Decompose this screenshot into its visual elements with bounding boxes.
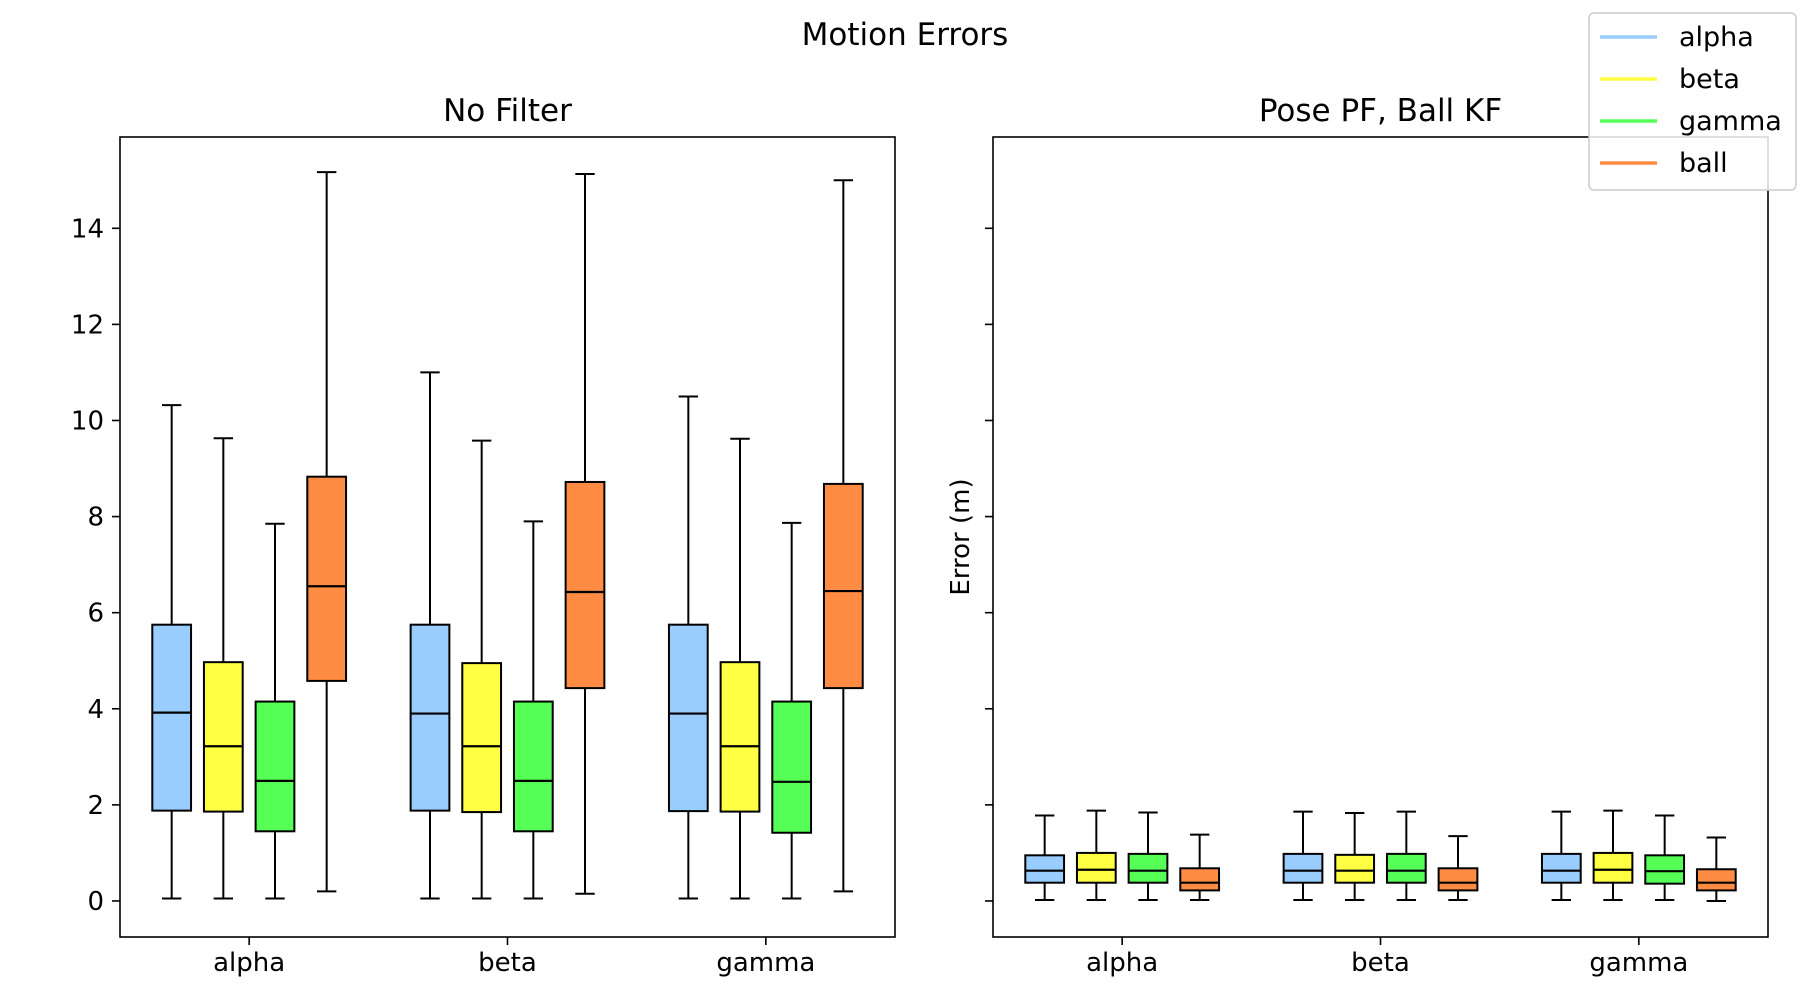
- box-gamma-beta: [1385, 810, 1427, 902]
- legend-item-ball: ball: [1600, 148, 1728, 179]
- axes-frame: [992, 136, 1769, 938]
- box-gamma-gamma: [771, 521, 813, 900]
- box-ball-gamma: [822, 179, 864, 893]
- box-iqr: [202, 661, 244, 813]
- box-iqr: [1024, 854, 1066, 884]
- box-iqr: [461, 662, 503, 814]
- box-alpha-gamma: [1540, 810, 1582, 902]
- panel-title: No Filter: [443, 93, 572, 129]
- box-iqr: [1334, 853, 1376, 884]
- box-iqr: [409, 623, 451, 812]
- box-beta-alpha: [202, 437, 244, 900]
- box-gamma-beta: [512, 520, 554, 900]
- y-tick-label: 8: [87, 503, 104, 533]
- figure-title: Motion Errors: [802, 17, 1009, 53]
- box-gamma-alpha: [254, 522, 296, 900]
- panel-1: No Filter 0 2 4 6 8 10 12 14 alpha beta gamma: [71, 93, 896, 978]
- box-ball-beta: [564, 172, 606, 895]
- box-alpha-beta: [1282, 810, 1324, 902]
- box-ball-gamma: [1695, 836, 1737, 902]
- box-beta-gamma: [719, 437, 761, 900]
- box-alpha-alpha: [151, 404, 193, 900]
- box-beta-alpha: [1075, 809, 1117, 902]
- legend-frame: [1588, 12, 1797, 191]
- box-iqr: [1437, 867, 1479, 892]
- box-alpha-beta: [409, 371, 451, 900]
- box-iqr: [512, 700, 554, 833]
- box-gamma-gamma: [1644, 814, 1686, 902]
- box-iqr: [719, 661, 761, 813]
- box-iqr: [1075, 851, 1117, 884]
- legend-item-beta: beta: [1600, 64, 1740, 95]
- y-tick-label: 14: [71, 214, 104, 244]
- y-tick-label: 0: [87, 887, 104, 917]
- y-tick-label: 2: [87, 791, 104, 821]
- box-gamma-alpha: [1127, 811, 1169, 902]
- x-tick-label: gamma: [716, 948, 815, 978]
- box-alpha-gamma: [667, 395, 709, 900]
- box-iqr: [1385, 852, 1427, 884]
- y-tick-label: 6: [87, 599, 104, 629]
- legend-item-gamma: gamma: [1600, 106, 1782, 137]
- box-iqr: [1695, 868, 1737, 892]
- x-tick-label: beta: [1351, 948, 1410, 978]
- y-tick-label: 10: [71, 406, 104, 436]
- x-tick-label: alpha: [213, 948, 285, 978]
- legend-label: beta: [1679, 64, 1740, 95]
- axes-frame: [119, 136, 896, 938]
- box-iqr: [151, 623, 193, 812]
- box-iqr: [667, 623, 709, 813]
- y-tick-label: 12: [71, 310, 104, 340]
- box-iqr: [1179, 867, 1221, 892]
- box-alpha-alpha: [1024, 814, 1066, 902]
- box-iqr: [1127, 852, 1169, 884]
- box-beta-beta: [461, 439, 503, 900]
- box-beta-gamma: [1592, 809, 1634, 902]
- box-ball-alpha: [1179, 833, 1221, 902]
- box-iqr: [306, 475, 348, 682]
- box-iqr: [564, 480, 606, 690]
- y-tick-label: 4: [87, 695, 104, 725]
- legend-label: gamma: [1679, 106, 1782, 137]
- legend-label: ball: [1679, 148, 1728, 179]
- panel-2: Pose PF, Ball KF Error (m) alpha beta gamma: [946, 93, 1769, 978]
- box-ball-beta: [1437, 835, 1479, 902]
- box-ball-alpha: [306, 171, 348, 893]
- box-iqr: [1644, 854, 1686, 885]
- box-iqr: [771, 700, 813, 834]
- box-iqr: [822, 482, 864, 690]
- x-tick-label: beta: [478, 948, 537, 978]
- legend-item-alpha: alpha: [1600, 22, 1754, 53]
- box-beta-beta: [1334, 812, 1376, 902]
- x-tick-label: alpha: [1086, 948, 1158, 978]
- box-iqr: [1540, 852, 1582, 884]
- box-iqr: [254, 700, 296, 833]
- box-iqr: [1592, 851, 1634, 884]
- x-tick-label: gamma: [1589, 948, 1688, 978]
- legend-label: alpha: [1679, 22, 1754, 53]
- panel-title: Pose PF, Ball KF: [1259, 93, 1502, 129]
- legend: alpha beta gamma ball: [1588, 12, 1797, 191]
- box-iqr: [1282, 852, 1324, 884]
- y-axis-label: Error (m): [946, 478, 976, 595]
